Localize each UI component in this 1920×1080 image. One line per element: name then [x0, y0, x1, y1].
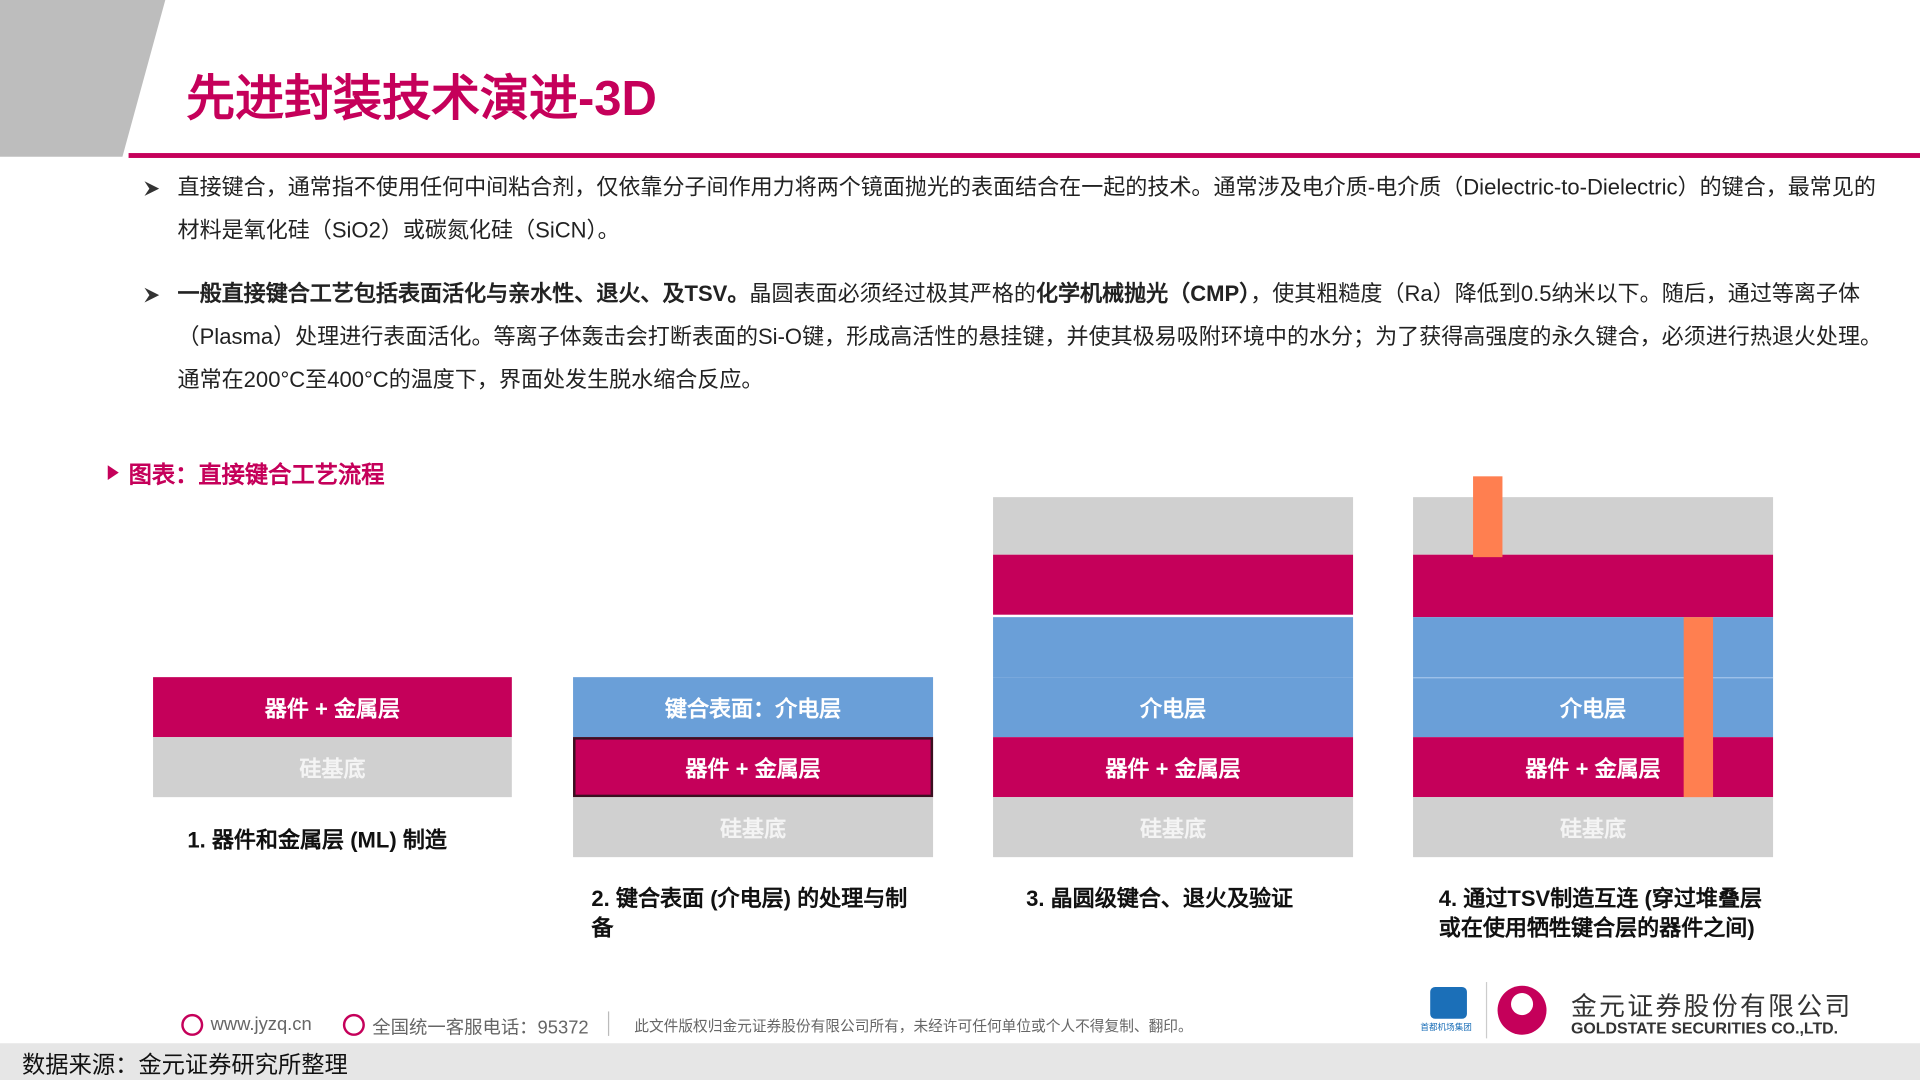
layer: [1413, 554, 1774, 618]
layer: 硅基底: [153, 737, 512, 798]
bullet-marker: [144, 181, 160, 196]
partner-name: 首都机场集团: [1420, 1023, 1472, 1033]
layer: 器件 + 金属层: [993, 737, 1354, 798]
company-logo-inner: [1511, 993, 1534, 1016]
tsv: [1683, 617, 1714, 798]
hotline: 全国统一客服电话：95372: [372, 1017, 589, 1039]
bold-text: 一般直接键合工艺包括表面活化与亲水性、退火、及TSV。: [177, 281, 750, 307]
layer: 器件 + 金属层: [1413, 737, 1774, 798]
layer: 介电层: [1413, 677, 1774, 738]
source: 数据来源：金元证券研究所整理: [22, 1053, 348, 1079]
layer: [1413, 617, 1774, 678]
figure-caption: 图表：直接键合工艺流程: [128, 462, 385, 489]
web-icon: [181, 1013, 204, 1036]
layer: [1413, 497, 1774, 555]
bullet-marker: [144, 287, 160, 303]
copyright: 此文件版权归金元证券股份有限公司所有，未经许可任何单位或个人不得复制、翻印。: [634, 1017, 1193, 1035]
layer: [993, 617, 1354, 678]
company-en: GOLDSTATE SECURITIES CO.,LTD.: [1571, 1018, 1839, 1038]
layer: 器件 + 金属层: [573, 737, 934, 798]
title: 先进封装技术演进-3D: [186, 72, 657, 127]
bullet-text: 一般直接键合工艺包括表面活化与亲水性、退火、及TSV。晶圆表面必须经过极其严格的…: [178, 273, 1886, 402]
layer: 键合表面：介电层: [573, 677, 934, 738]
phone-icon: [342, 1013, 365, 1036]
tsv: [1473, 476, 1503, 558]
step-label: 1. 器件和金属层 (ML) 制造: [187, 827, 447, 853]
text: 晶圆表面必须经过极其严格的: [749, 281, 1036, 307]
layer: 硅基底: [1413, 797, 1774, 858]
bold-text: 化学机械抛光（CMP）: [1035, 281, 1251, 307]
layer: 硅基底: [573, 797, 934, 858]
layer: 介电层: [993, 677, 1354, 738]
layer: 硅基底: [993, 797, 1354, 858]
text: 直接键合，通常指不使用任何中间粘合剂，仅依靠分子间作用力将两个镜面抛光的表面结合…: [177, 175, 1876, 243]
layer: [993, 554, 1354, 615]
text: ，使其粗糙度（Ra）降低到0.5纳米以下。随后，通过等离子体（Plasma）处理…: [177, 281, 1883, 392]
corner-shape: [0, 0, 166, 157]
company-cn: 金元证券股份有限公司: [1571, 993, 1853, 1022]
layer: 器件 + 金属层: [153, 677, 512, 738]
step-label: 3. 晶圆级键合、退火及验证: [1026, 886, 1294, 912]
website: www.jyzq.cn: [210, 1013, 312, 1035]
caption-arrow: [107, 465, 119, 481]
bullet-text: 直接键合，通常指不使用任何中间粘合剂，仅依靠分子间作用力将两个镜面抛光的表面结合…: [178, 167, 1886, 253]
source-bar: [0, 1043, 1920, 1080]
step-label: 2. 键合表面 (介电层) 的处理与制备: [591, 886, 908, 941]
title-rule: [128, 153, 1920, 158]
partner-logo: [1430, 986, 1467, 1019]
step-label: 4. 通过TSV制造互连 (穿过堆叠层或在使用牺牲键合层的器件之间): [1438, 886, 1763, 941]
layer: [993, 497, 1354, 555]
